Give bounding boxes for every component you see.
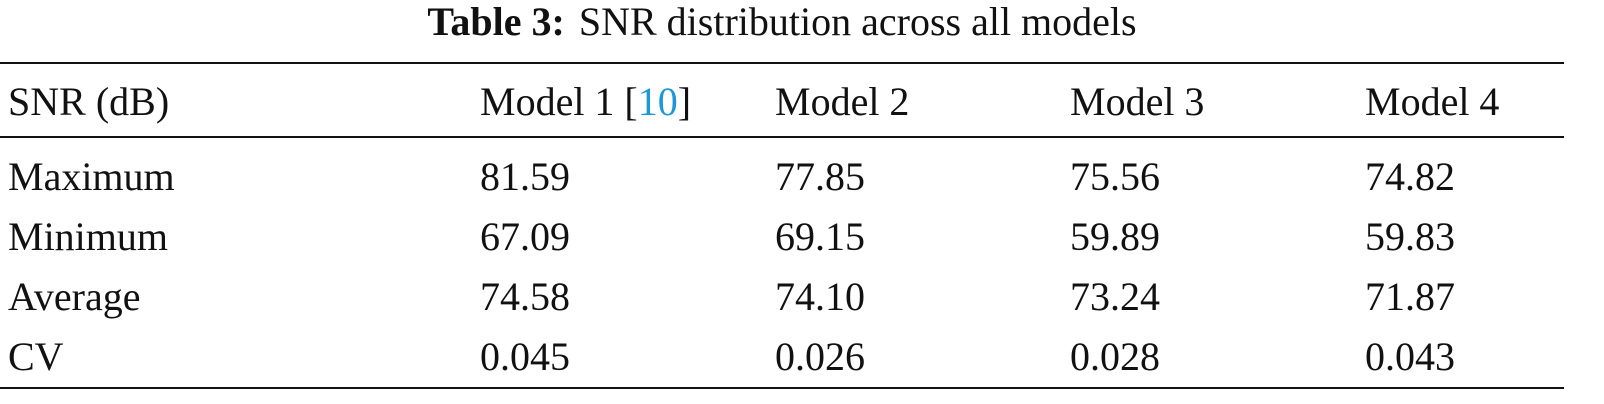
table-cell: 77.85 — [775, 154, 865, 199]
row-label: Minimum — [8, 214, 169, 259]
bottom-rule — [0, 387, 1564, 389]
header-text: ] — [677, 79, 692, 124]
table-cell: 71.87 — [1365, 274, 1455, 319]
table-caption: Table 3: SNR distribution across all mode… — [0, 2, 1564, 42]
table-cell: 0.028 — [1070, 334, 1160, 379]
table-cell: 59.89 — [1070, 214, 1160, 259]
table-cell: 81.59 — [480, 154, 570, 199]
table-cell: 73.24 — [1070, 274, 1160, 319]
header-cell: SNR (dB) — [8, 79, 170, 124]
table-cell: 74.58 — [480, 274, 570, 319]
table-cell: 0.043 — [1365, 334, 1455, 379]
caption-label: Table 3: — [427, 0, 565, 44]
table-cell: 69.15 — [775, 214, 865, 259]
table-cell: 74.10 — [775, 274, 865, 319]
top-rule — [0, 62, 1564, 64]
row-label: Average — [8, 274, 141, 319]
header-cell: Model 2 — [775, 79, 910, 124]
table-cell: 0.026 — [775, 334, 865, 379]
citation-link[interactable]: 10 — [637, 79, 678, 124]
row-label: CV — [8, 334, 64, 379]
table-cell: 75.56 — [1070, 154, 1160, 199]
header-cell: Model 4 — [1365, 79, 1500, 124]
header-text: Model 1 [ — [480, 79, 638, 124]
table-cell: 59.83 — [1365, 214, 1455, 259]
row-label: Maximum — [8, 154, 175, 199]
table-cell: 74.82 — [1365, 154, 1455, 199]
mid-rule — [0, 136, 1564, 138]
header-cell: Model 3 — [1070, 79, 1205, 124]
table-cell: 0.045 — [480, 334, 570, 379]
header-cell: Model 1 [10] — [480, 82, 691, 122]
caption-text: SNR distribution across all models — [578, 0, 1137, 44]
table-cell: 67.09 — [480, 214, 570, 259]
